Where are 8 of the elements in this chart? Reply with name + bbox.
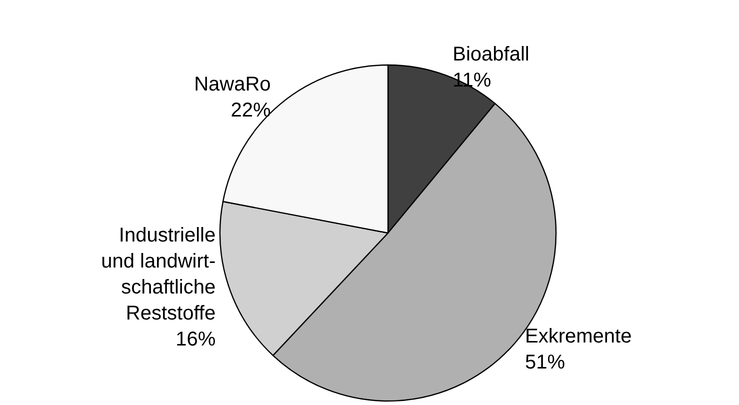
data-label: 11% bbox=[452, 69, 492, 92]
data-label: 16% bbox=[176, 328, 216, 350]
slice-label: Bioabfall bbox=[452, 43, 530, 66]
data-label: 51% bbox=[525, 351, 566, 374]
slice-label: Exkremente bbox=[525, 325, 632, 348]
slice-label: Industrielle und landwirt- schaftliche Reststoffe bbox=[101, 224, 216, 324]
slice-label: NawaRo bbox=[194, 73, 271, 96]
data-label: 22% bbox=[230, 99, 272, 122]
